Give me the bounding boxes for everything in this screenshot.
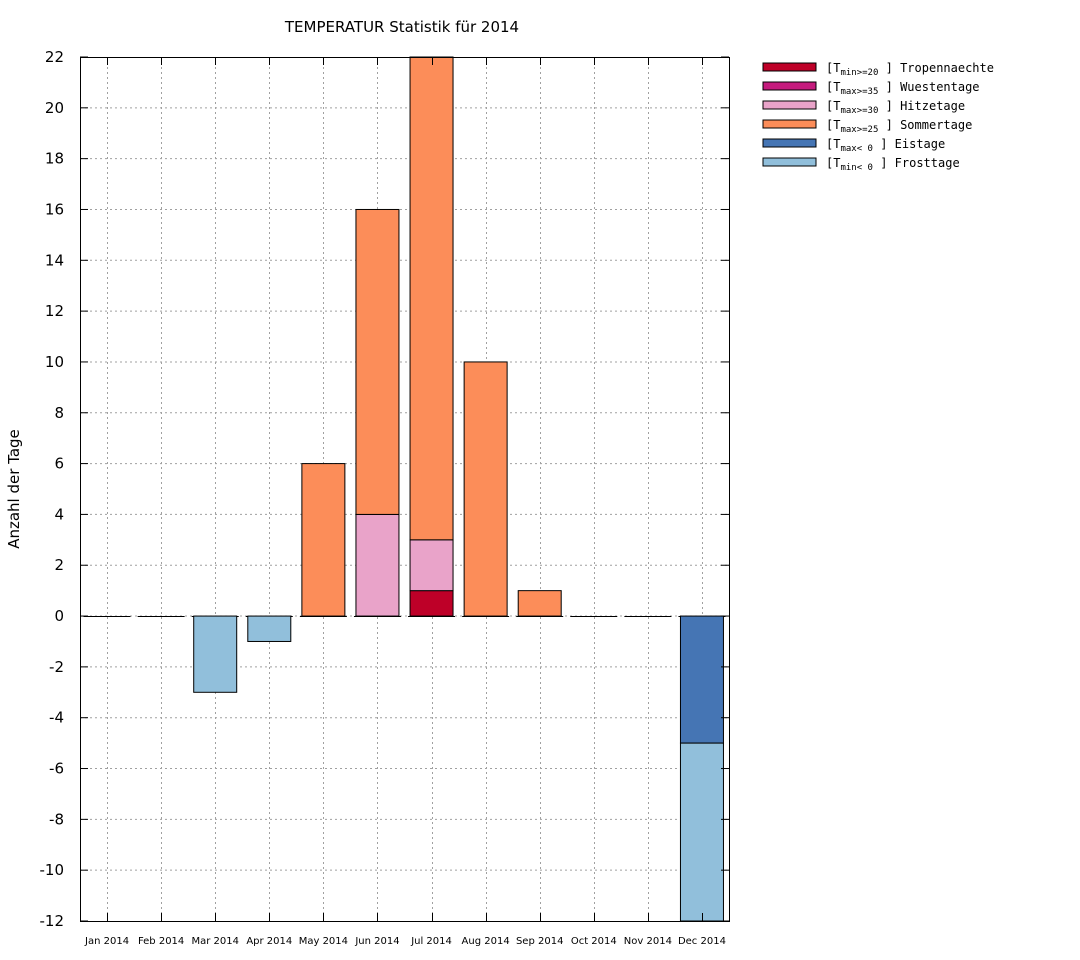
bar-sommertage-8 <box>517 590 562 617</box>
y-tick-label: 12 <box>45 302 64 320</box>
bar-eistage-11 <box>679 615 724 744</box>
x-tick-label: Jan 2014 <box>84 936 129 947</box>
y-tick-label: 4 <box>54 505 64 523</box>
legend-prefix: [T <box>826 99 840 113</box>
y-tick-label: 14 <box>45 251 64 269</box>
legend-subscript: min>=20 <box>840 68 878 78</box>
legend-subscript: max>=35 <box>840 87 878 97</box>
bar-sommertage-5 <box>355 208 400 515</box>
y-axis-label: Anzahl der Tage <box>5 429 23 549</box>
y-tick-label: 20 <box>45 99 64 117</box>
x-tick-label: Jul 2014 <box>410 936 452 947</box>
chart-title: TEMPERATUR Statistik für 2014 <box>284 18 519 36</box>
legend-label: ] Wuestentage <box>878 80 979 94</box>
y-tick-label: 8 <box>54 404 64 422</box>
bar-frosttage-11 <box>679 742 724 922</box>
x-tick-label: May 2014 <box>299 936 348 947</box>
x-tick-label: Jun 2014 <box>354 936 399 947</box>
y-tick-label: -10 <box>40 861 65 879</box>
legend-subscript: min< 0 <box>840 163 873 173</box>
bar-hitzetage-6 <box>409 539 454 592</box>
y-tick-label: -12 <box>40 912 65 930</box>
y-tick-label: 2 <box>54 556 64 574</box>
legend-entry-sommertage: [Tmax>=25 ] Sommertage <box>826 118 972 135</box>
legend-prefix: [T <box>826 118 840 132</box>
legend-entry-tropennaechte: [Tmin>=20 ] Tropennaechte <box>826 61 994 78</box>
y-tick-label: -6 <box>49 760 64 778</box>
legend-label: ] Tropennaechte <box>878 61 994 75</box>
y-tick-label: -8 <box>49 810 64 828</box>
legend-entry-eistage: [Tmax< 0 ] Eistage <box>826 137 945 154</box>
legend-prefix: [T <box>826 61 840 75</box>
y-tick-label: 0 <box>54 607 64 625</box>
x-tick-label: Sep 2014 <box>516 936 563 947</box>
x-tick-labels: Jan 2014 Feb 2014 Mar 2014 Apr 2014 May 2014… <box>84 936 726 947</box>
legend-swatch-eistage <box>762 138 817 148</box>
y-tick-label: 16 <box>45 200 64 218</box>
x-tick-label: Aug 2014 <box>462 936 510 947</box>
legend-label: ] Sommertage <box>878 118 972 132</box>
legend: [Tmin>=20 ] Tropennaechte[Tmax>=35 ] Wue… <box>762 61 994 173</box>
legend-subscript: max< 0 <box>840 144 873 154</box>
legend-label: ] Hitzetage <box>878 99 965 113</box>
plot-border <box>80 57 730 922</box>
legend-subscript: max>=30 <box>840 106 878 116</box>
x-tick-label: Nov 2014 <box>624 936 672 947</box>
bars-layer <box>83 56 726 922</box>
legend-entry-hitzetage: [Tmax>=30 ] Hitzetage <box>826 99 965 116</box>
y-tick-label: 6 <box>54 455 64 473</box>
axes <box>80 56 730 922</box>
legend-label: ] Frosttage <box>873 156 960 170</box>
legend-prefix: [T <box>826 156 840 170</box>
legend-prefix: [T <box>826 80 840 94</box>
bar-tropennaechte-6 <box>409 590 454 617</box>
legend-subscript: max>=25 <box>840 125 878 135</box>
y-tick-label: 18 <box>45 150 64 168</box>
x-tick-label: Oct 2014 <box>571 936 617 947</box>
legend-entry-wuestentage: [Tmax>=35 ] Wuestentage <box>826 80 980 97</box>
x-tick-label: Mar 2014 <box>191 936 239 947</box>
y-tick-label: -2 <box>49 658 64 676</box>
legend-swatch-frosttage <box>762 157 817 167</box>
legend-prefix: [T <box>826 137 840 151</box>
bar-frosttage-3 <box>247 615 292 642</box>
y-tick-label: -4 <box>49 709 64 727</box>
legend-swatch-tropennaechte <box>762 62 817 72</box>
x-tick-label: Apr 2014 <box>246 936 292 947</box>
bar-sommertage-6 <box>409 56 454 541</box>
grid-lines <box>80 57 729 921</box>
legend-swatch-wuestentage <box>762 81 817 91</box>
x-tick-label: Feb 2014 <box>138 936 184 947</box>
legend-swatch-hitzetage <box>762 100 817 110</box>
legend-swatch-sommertage <box>762 119 817 129</box>
bar-sommertage-7 <box>463 361 508 617</box>
x-tick-label: Dec 2014 <box>678 936 726 947</box>
y-tick-label: 22 <box>45 48 64 66</box>
y-tick-label: 10 <box>45 353 64 371</box>
legend-label: ] Eistage <box>873 137 945 151</box>
bar-frosttage-2 <box>193 615 238 693</box>
legend-entry-frosttage: [Tmin< 0 ] Frosttage <box>826 156 960 173</box>
bar-hitzetage-5 <box>355 513 400 617</box>
bar-sommertage-4 <box>301 463 346 617</box>
